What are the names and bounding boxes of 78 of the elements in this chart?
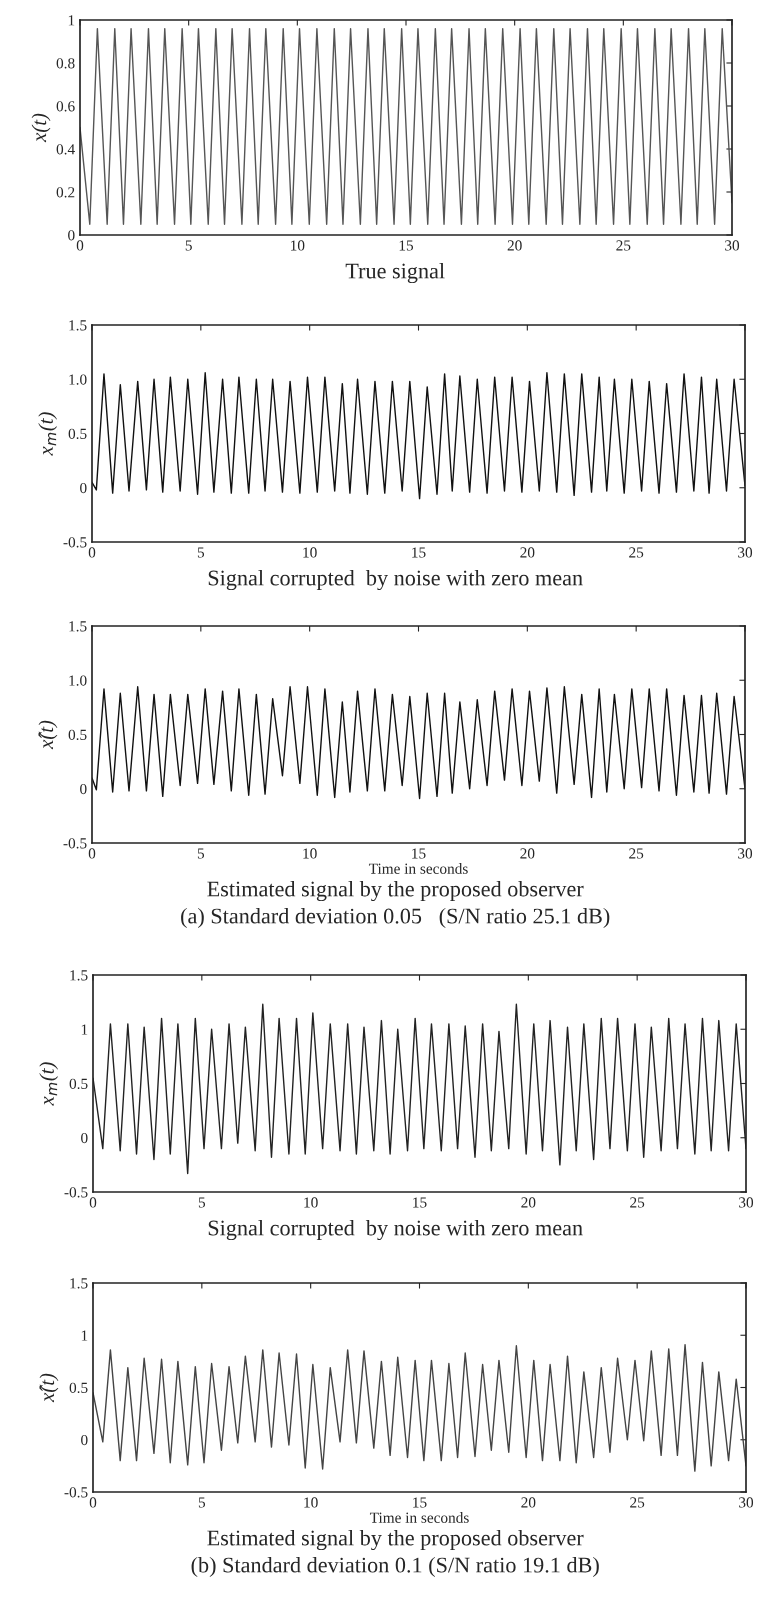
y-tick-label: 0.8 — [56, 58, 75, 69]
x-tick-label: 10 — [303, 547, 317, 558]
x-tick-label: 15 — [412, 547, 426, 558]
y-tick-label: 0 — [68, 230, 75, 241]
line-series — [92, 686, 745, 800]
x-axis-title: Time in seconds — [369, 1512, 469, 1523]
y-axis-title: x$_{m}$(t) — [38, 412, 58, 456]
y-tick-label: 1 — [81, 1330, 88, 1341]
x-tick-label: 15 — [413, 1497, 427, 1508]
x-tick-label: 20 — [507, 240, 522, 251]
x-tick-label: 10 — [304, 1197, 318, 1208]
x-axis-title: Time in seconds — [368, 863, 468, 874]
y-axis-title: x(t) — [31, 113, 51, 143]
x-tick-label: 30 — [725, 240, 740, 251]
y-tick-label: 0.4 — [56, 144, 75, 155]
x-tick-label: 0 — [89, 1497, 97, 1508]
y-tick-label: -0.5 — [64, 1487, 88, 1498]
x-tick-label: 25 — [630, 1197, 645, 1208]
x-tick-label: 5 — [185, 240, 192, 251]
x-tick-label: 20 — [521, 1497, 536, 1508]
y-tick-label: -0.5 — [64, 1187, 88, 1198]
x-tick-label: 5 — [197, 848, 205, 859]
x-tick-label: 0 — [88, 547, 96, 558]
text: (a) Standard deviation 0.05 (S/N ratio 25.1 dB) — [181, 907, 610, 929]
y-axis-title: x̂(t) — [38, 720, 58, 750]
line-series — [93, 1343, 746, 1472]
y-tick-label: 1.5 — [69, 320, 87, 331]
x-tick-label: 0 — [89, 1197, 97, 1208]
y-tick-label: 0.5 — [69, 1078, 88, 1090]
x-tick-label: 20 — [520, 547, 535, 558]
line-series — [80, 27, 732, 225]
x-tick-label: 10 — [303, 848, 317, 859]
y-tick-label: 0.5 — [68, 428, 87, 440]
y-tick-label: 0.6 — [56, 101, 75, 112]
text: True signal — [345, 262, 445, 284]
y-tick-label: 1 — [68, 15, 75, 26]
text: Estimated signal by the proposed observer — [207, 1529, 584, 1551]
x-tick-label: 20 — [520, 848, 535, 859]
x-tick-label: 30 — [738, 848, 753, 859]
y-tick-label: 1.0 — [69, 374, 87, 385]
y-tick-label: 0 — [81, 1434, 88, 1446]
y-tick-label: -0.5 — [63, 838, 87, 849]
text: Estimated signal by the proposed observer — [207, 880, 584, 902]
x-tick-label: 30 — [739, 1497, 754, 1508]
text: (b) Standard deviation 0.1 (S/N ratio 19.1 dB) — [191, 1556, 599, 1578]
line-series — [92, 372, 745, 500]
y-tick-label: 1.5 — [70, 970, 88, 981]
x-tick-label: 20 — [521, 1197, 536, 1208]
y-tick-label: 0 — [81, 1132, 88, 1144]
x-tick-label: 25 — [616, 240, 631, 251]
x-tick-label: 10 — [291, 240, 305, 251]
x-tick-label: 5 — [198, 1497, 206, 1508]
x-tick-label: 25 — [629, 848, 644, 859]
y-tick-label: -0.5 — [63, 537, 87, 548]
x-tick-label: 30 — [739, 1197, 754, 1208]
x-tick-label: 25 — [629, 547, 644, 558]
x-tick-label: 10 — [304, 1497, 318, 1508]
x-tick-label: 5 — [198, 1197, 206, 1208]
y-tick-label: 1.5 — [69, 621, 87, 632]
y-tick-label: 0.5 — [68, 729, 87, 741]
x-tick-label: 15 — [399, 240, 414, 251]
y-tick-label: 1.0 — [69, 675, 87, 686]
x-tick-label: 15 — [412, 848, 426, 859]
y-tick-label: 1 — [81, 1024, 88, 1035]
y-tick-label: 0 — [80, 482, 87, 494]
y-tick-label: 0.2 — [56, 187, 75, 198]
y-axis-title: x̂(t) — [39, 1373, 59, 1403]
y-tick-label: 1.5 — [70, 1278, 88, 1289]
text: Signal corrupted by noise with zero mean — [208, 1219, 583, 1241]
y-tick-label: 0 — [80, 783, 87, 795]
x-tick-label: 5 — [197, 547, 205, 558]
y-axis-title: x$_{m}$(t) — [39, 1062, 59, 1106]
x-tick-label: 15 — [413, 1197, 427, 1208]
x-tick-label: 25 — [630, 1497, 645, 1508]
x-tick-label: 0 — [88, 848, 96, 859]
x-tick-label: 30 — [738, 547, 753, 558]
y-tick-label: 0.5 — [69, 1382, 88, 1394]
text: Signal corrupted by noise with zero mean — [208, 569, 583, 591]
